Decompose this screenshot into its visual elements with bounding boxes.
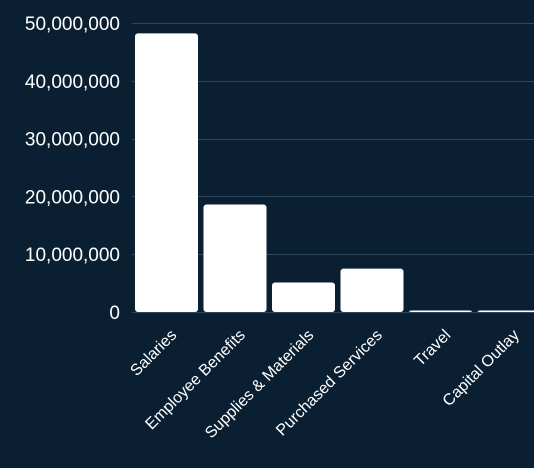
bar	[340, 268, 404, 312]
y-tick-label: 10,000,000	[25, 245, 120, 266]
y-tick-label: 40,000,000	[25, 72, 120, 93]
y-axis-ticks: 0 10,000,000 20,000,000 30,000,000 40,000,00…	[25, 14, 120, 324]
y-tick-label: 30,000,000	[25, 130, 120, 151]
x-category-label: Salaries	[127, 327, 180, 380]
grid-lines	[132, 23, 534, 313]
bar	[135, 33, 198, 313]
bars	[135, 33, 534, 313]
bar	[272, 282, 335, 312]
y-tick-label: 50,000,000	[25, 14, 120, 35]
bar	[409, 310, 472, 312]
bar	[203, 204, 267, 312]
bar	[477, 310, 534, 312]
y-tick-label: 0	[109, 303, 120, 324]
x-category-label: Travel	[411, 327, 454, 370]
y-tick-label: 20,000,000	[25, 187, 120, 208]
